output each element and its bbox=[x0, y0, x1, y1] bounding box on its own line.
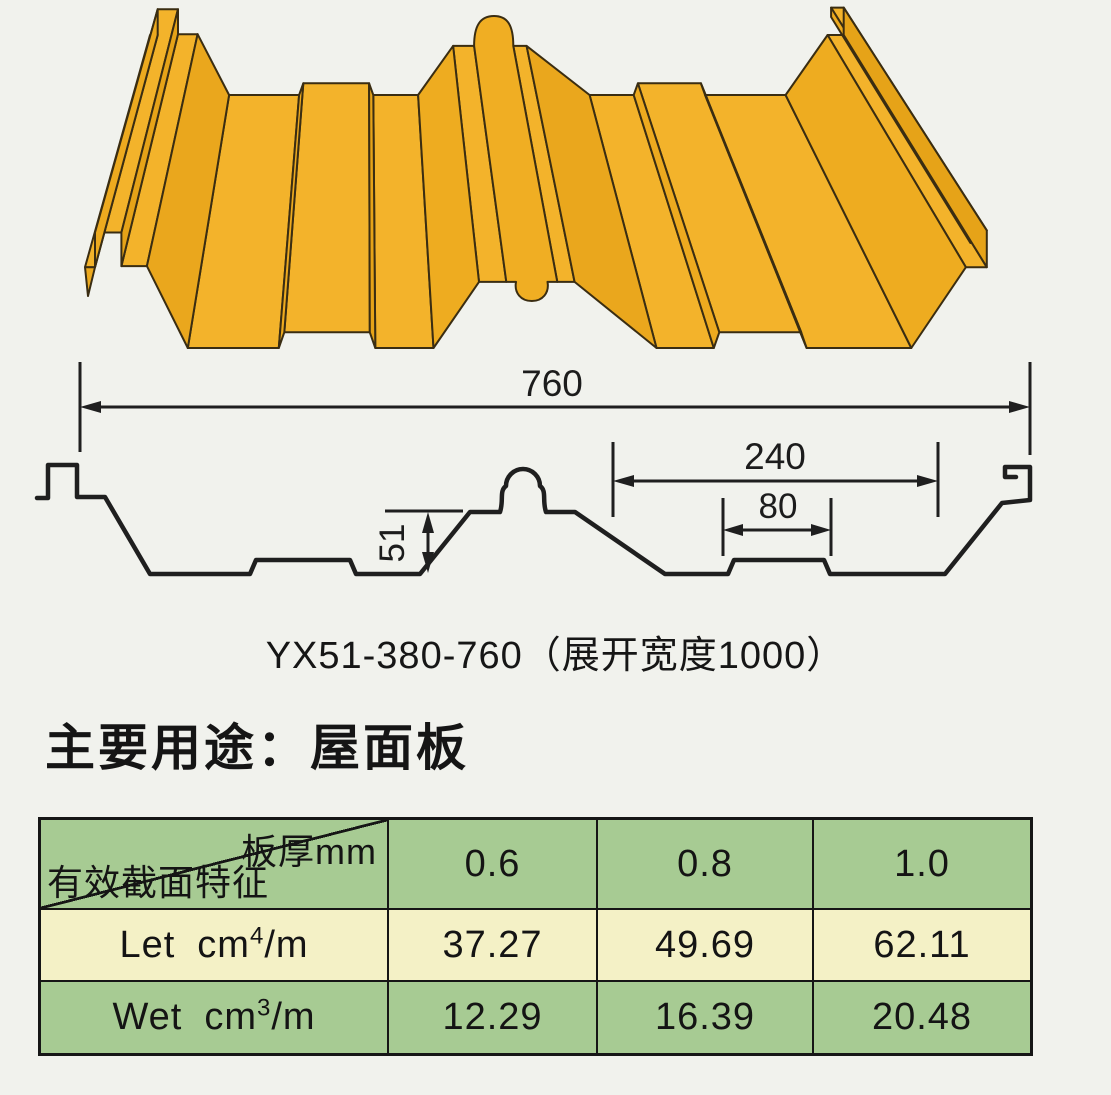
table-value-cell: 12.29 bbox=[387, 980, 596, 1053]
table-value-cell: 37.27 bbox=[387, 908, 596, 980]
dimension-80: 80 bbox=[721, 487, 833, 556]
panel-fold-faces-west bbox=[84, 6, 972, 349]
column-header-0.8: 0.8 bbox=[596, 820, 812, 908]
dimension-label-760: 760 bbox=[521, 363, 583, 404]
row-label-let-text: Let cm4/m bbox=[119, 921, 309, 966]
profile-designation-caption: YX51-380-760（展开宽度1000） bbox=[265, 635, 846, 677]
arrowhead-up bbox=[422, 512, 434, 533]
table-value-cell: 20.48 bbox=[812, 980, 1030, 1053]
corner-label-thickness: 板厚mm bbox=[241, 831, 377, 872]
table-value-cell: 16.39 bbox=[596, 980, 812, 1053]
cross-section-drawing: 760 240 80 51 bbox=[34, 362, 1033, 577]
arrowhead-right bbox=[811, 524, 831, 536]
dimension-label-80: 80 bbox=[759, 487, 798, 526]
dimension-240: 240 bbox=[611, 436, 940, 517]
dimension-760: 760 bbox=[78, 362, 1032, 455]
panel-web-faces-down bbox=[145, 33, 658, 349]
arrowhead-left bbox=[723, 524, 743, 536]
arrowhead-right bbox=[1009, 401, 1030, 413]
column-header-1.0: 1.0 bbox=[812, 820, 1030, 908]
row-label-let: Let cm4/m bbox=[41, 908, 387, 980]
corner-label-section-property: 有效截面特征 bbox=[47, 862, 270, 903]
arrowhead-down bbox=[422, 552, 434, 573]
usage-heading: 主要用途：屋面板 bbox=[45, 720, 469, 776]
dimension-label-51: 51 bbox=[373, 524, 412, 563]
table-value-cell: 49.69 bbox=[596, 908, 812, 980]
arrowhead-left bbox=[80, 401, 101, 413]
arrowhead-left bbox=[613, 475, 634, 487]
panel-3d-illustration bbox=[84, 6, 988, 349]
row-label-wet-text: Wet cm3/m bbox=[112, 994, 316, 1038]
dimension-51: 51 bbox=[373, 509, 463, 573]
dimension-label-240: 240 bbox=[744, 436, 806, 477]
row-label-wet: Wet cm3/m bbox=[41, 980, 387, 1053]
arrowhead-right bbox=[917, 475, 938, 487]
table-corner-cell: 板厚mm 有效截面特征 bbox=[41, 820, 387, 908]
section-properties-table: 板厚mm 有效截面特征 0.6 0.8 1.0 Let cm4/m 37.27 4… bbox=[38, 817, 1033, 1056]
panel-web-faces-up bbox=[417, 34, 967, 349]
column-header-0.6: 0.6 bbox=[387, 820, 596, 908]
table-value-cell: 62.11 bbox=[812, 908, 1030, 980]
profile-outline bbox=[34, 462, 1033, 577]
panel-fold-faces-east bbox=[120, 6, 988, 349]
panel-seam-rib bbox=[473, 15, 559, 302]
